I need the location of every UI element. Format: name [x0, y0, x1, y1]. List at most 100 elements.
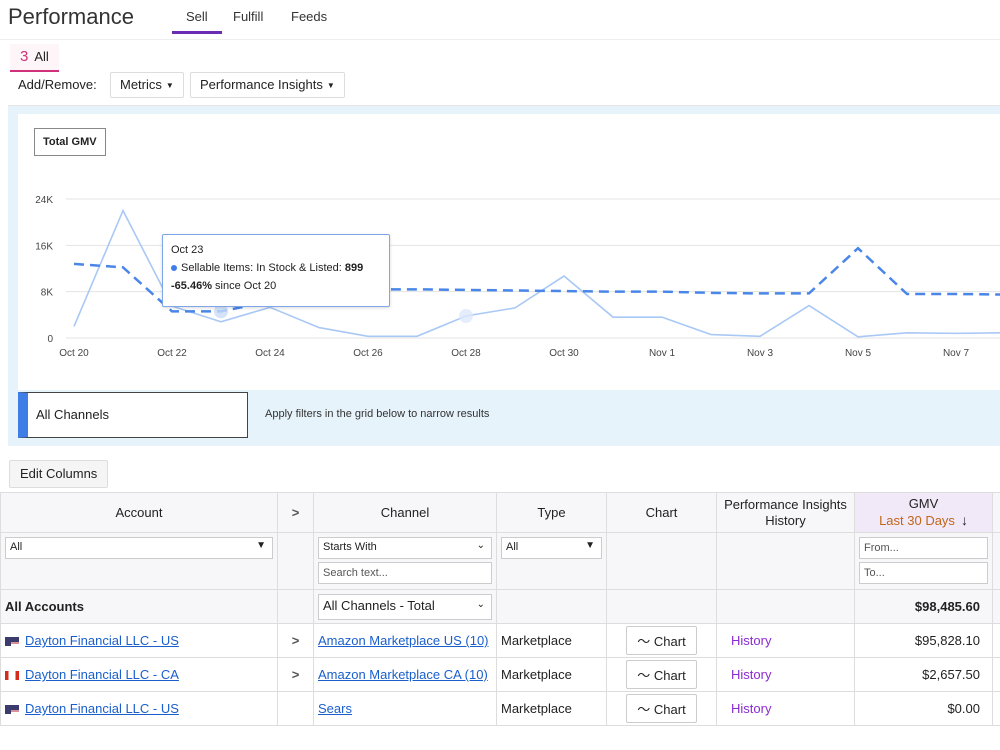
add-remove-label: Add/Remove:: [18, 77, 97, 92]
x-tick-label: Nov 3: [747, 348, 774, 359]
series-dot-icon: [171, 265, 177, 272]
y-tick-label: 8K: [41, 288, 54, 299]
total-row-gmv: $98,485.60: [854, 589, 993, 624]
gmv-from-input[interactable]: From...: [859, 537, 988, 559]
row-gmv: $0.00: [854, 691, 993, 726]
tab-sell[interactable]: Sell: [172, 9, 222, 34]
channel-link[interactable]: Amazon Marketplace US (10): [318, 633, 489, 648]
x-tick-label: Oct 28: [451, 348, 481, 359]
tooltip-change-suffix: since Oct 20: [215, 280, 277, 292]
series-line-2: [73, 246, 1000, 313]
chart-section: 0 8K 16K 24K Oct 20 Oct 22 Oct 24 Oct 26 Oct 28 O…: [8, 106, 1000, 446]
insights-header-line1: Performance Insights: [724, 496, 847, 512]
table-row: Dayton Financial LLC - US > Amazon Marke…: [0, 623, 1000, 658]
page-header: Performance Sell Fulfill Feeds: [0, 0, 1000, 40]
account-link[interactable]: Dayton Financial LLC - US: [25, 633, 179, 648]
row-chart-label: Chart: [653, 702, 686, 717]
caret-down-icon: ▼: [326, 81, 335, 91]
tab-feeds[interactable]: Feeds: [291, 9, 328, 24]
table-row: Dayton Financial LLC - CA > Amazon Marke…: [0, 657, 1000, 692]
tooltip-date: Oct 23: [171, 244, 204, 256]
x-tick-label: Oct 22: [157, 348, 187, 359]
history-link[interactable]: History: [731, 667, 772, 682]
chart-tooltip: Oct 23 Sellable Items: In Stock & Listed…: [162, 234, 390, 307]
row-gmv: $2,657.50: [854, 657, 993, 692]
chevron-down-icon: ⌄: [476, 540, 485, 551]
edit-columns-button[interactable]: Edit Columns: [9, 460, 109, 488]
column-header-account[interactable]: Account: [0, 492, 278, 533]
us-flag-icon: [5, 705, 19, 715]
row-chart-button[interactable]: 〜 Chart: [626, 694, 697, 723]
filter-strip: All Channels Apply filters in the grid b…: [18, 392, 1000, 444]
row-type: Marketplace: [496, 623, 607, 658]
page-title: Performance: [8, 4, 134, 29]
total-gmv-legend-button[interactable]: Total GMV: [34, 128, 106, 156]
account-link[interactable]: Dayton Financial LLC - CA: [25, 667, 179, 682]
x-tick-label: Nov 1: [649, 348, 676, 359]
x-tick-label: Oct 26: [353, 348, 383, 359]
view-tab-all[interactable]: 3 All: [10, 44, 59, 72]
x-tick-label: Nov 5: [845, 348, 872, 359]
gmv-header-sub: Last 30 Days: [879, 513, 955, 528]
row-chart-button[interactable]: 〜 Chart: [626, 660, 697, 689]
hover-point-marker: [459, 308, 473, 323]
channel-link[interactable]: Amazon Marketplace CA (10): [318, 667, 488, 682]
channel-link[interactable]: Sears: [318, 701, 352, 716]
row-chart-button[interactable]: 〜 Chart: [626, 626, 697, 655]
chevron-down-icon: ⌄: [476, 598, 485, 610]
tab-fulfill[interactable]: Fulfill: [233, 9, 264, 24]
canada-flag-icon: [5, 671, 19, 681]
caret-down-icon: ▼: [585, 540, 595, 551]
expand-row-chevron-icon[interactable]: >: [277, 623, 314, 658]
expand-column-chevron-icon[interactable]: >: [277, 492, 314, 533]
view-tab-label: All: [34, 49, 49, 64]
type-filter-select[interactable]: All ▼: [501, 537, 602, 559]
performance-grid: Account > Channel Type Chart Performance…: [0, 492, 1000, 726]
column-header-chart[interactable]: Chart: [606, 492, 717, 533]
metrics-dropdown[interactable]: Metrics ▼: [110, 72, 184, 98]
us-flag-icon: [5, 637, 19, 647]
sort-descending-icon[interactable]: ↓: [960, 512, 968, 528]
caret-down-icon: ▼: [256, 540, 266, 551]
column-header-overflow: [992, 492, 1000, 533]
x-tick-label: Nov 7: [943, 348, 970, 359]
column-header-insights-history[interactable]: Performance Insights History: [716, 492, 855, 533]
channel-search-input[interactable]: Search text...: [318, 562, 492, 584]
view-tab-count: 3: [20, 48, 29, 65]
chart-panel: 0 8K 16K 24K Oct 20 Oct 22 Oct 24 Oct 26 Oct 28 O…: [18, 114, 1000, 390]
hover-point-marker: [214, 304, 228, 319]
column-header-type[interactable]: Type: [496, 492, 607, 533]
account-filter-select[interactable]: All ▼: [5, 537, 273, 559]
account-filter-value: All: [10, 541, 23, 553]
trend-line-icon: 〜: [637, 634, 651, 649]
channel-total-value: All Channels - Total: [323, 597, 435, 613]
tooltip-value: 899: [344, 262, 364, 274]
performance-insights-dropdown[interactable]: Performance Insights ▼: [190, 72, 345, 98]
history-link[interactable]: History: [731, 701, 772, 716]
tooltip-change: -65.46%: [171, 280, 212, 292]
expand-row-chevron-icon[interactable]: >: [277, 657, 314, 692]
metrics-label: Metrics: [120, 77, 162, 92]
gmv-header-label: GMV: [908, 496, 939, 511]
add-remove-bar: Add/Remove: Metrics ▼ Performance Insight…: [8, 72, 1000, 106]
tooltip-series-label: Sellable Items: In Stock & Listed:: [181, 262, 342, 274]
column-header-gmv[interactable]: GMV Last 30 Days ↓: [854, 492, 993, 533]
column-header-channel[interactable]: Channel: [313, 492, 497, 533]
type-filter-value: All: [506, 541, 519, 553]
channel-filter-mode-select[interactable]: Starts With ⌄: [318, 537, 492, 559]
y-tick-label: 24K: [35, 195, 53, 206]
channel-total-select[interactable]: All Channels - Total ⌄: [318, 593, 492, 620]
row-chart-label: Chart: [653, 668, 686, 683]
account-link[interactable]: Dayton Financial LLC - US: [25, 701, 179, 716]
view-subbar: 3 All: [0, 40, 1000, 78]
history-link[interactable]: History: [731, 633, 772, 648]
x-tick-label: Oct 30: [549, 348, 579, 359]
performance-insights-label: Performance Insights: [200, 77, 323, 92]
caret-down-icon: ▼: [165, 81, 174, 91]
channel-filter-mode: Starts With: [323, 541, 377, 553]
gmv-to-input[interactable]: To...: [859, 562, 988, 584]
gmv-line-chart[interactable]: 0 8K 16K 24K Oct 20 Oct 22 Oct 24 Oct 26 Oct 28 O…: [18, 114, 1000, 390]
table-row: Dayton Financial LLC - US Sears Marketpl…: [0, 691, 1000, 726]
row-type: Marketplace: [496, 691, 607, 726]
all-channels-filter[interactable]: All Channels: [18, 392, 248, 438]
